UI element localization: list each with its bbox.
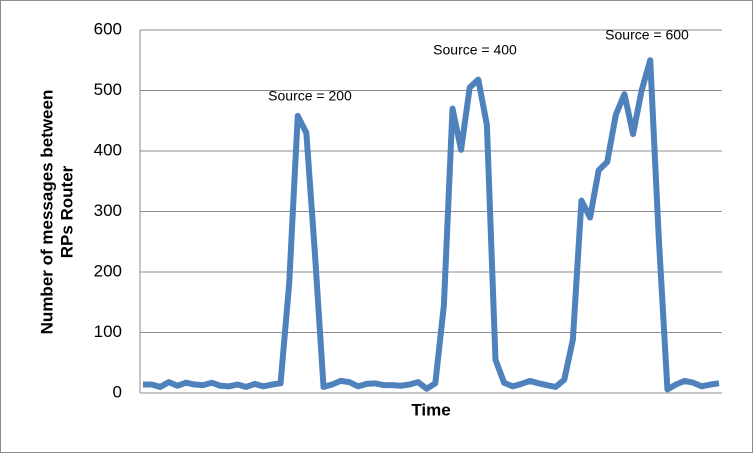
y-tick-label: 300 xyxy=(94,201,122,220)
annotation: Source = 200 xyxy=(268,88,352,104)
y-tick-label: 100 xyxy=(94,322,122,341)
x-axis-title: Time xyxy=(411,400,450,419)
y-tick-label: 500 xyxy=(94,80,122,99)
series-line xyxy=(143,57,720,393)
y-axis-title: Number of messages between RPs Router xyxy=(37,90,76,335)
y-axis-title-line: RPs Router xyxy=(57,165,76,258)
annotation: Source = 400 xyxy=(433,42,517,58)
annotation: Source = 600 xyxy=(605,27,689,43)
y-tick-label: 600 xyxy=(94,19,122,38)
y-tick-label: 200 xyxy=(94,261,122,280)
y-tick-label: 0 xyxy=(113,382,122,401)
y-tick-label: 400 xyxy=(94,140,122,159)
y-axis-title-line: Number of messages between xyxy=(37,90,56,335)
